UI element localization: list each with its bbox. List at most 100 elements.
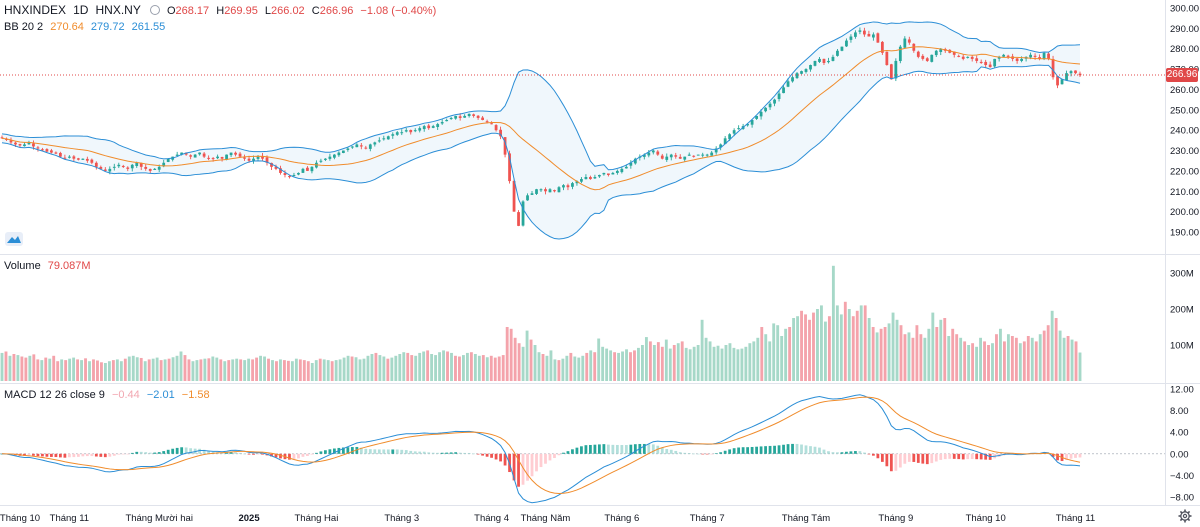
macd-histogram-bar — [669, 449, 673, 454]
candle-body — [831, 56, 835, 61]
macd-histogram-bar — [894, 453, 898, 471]
macd-histogram-bar — [589, 444, 592, 454]
volume-bar — [939, 319, 943, 381]
macd-histogram-bar — [467, 452, 471, 454]
volume-bar — [672, 345, 676, 381]
volume-bar — [235, 358, 239, 381]
candle-body — [894, 60, 898, 79]
macd-histogram-bar — [76, 453, 80, 457]
time-tick-label: Tháng 7 — [690, 513, 725, 524]
macd-histogram-bar — [701, 453, 705, 455]
macd-signal-value: −1.58 — [181, 389, 210, 401]
macd-histogram-bar — [332, 448, 336, 454]
macd-histogram-bar — [153, 452, 157, 454]
interval-label[interactable]: 1D — [73, 3, 89, 17]
volume-bar — [1002, 341, 1006, 381]
candle-body — [485, 121, 489, 123]
candle-body — [710, 152, 714, 156]
macd-pane — [0, 394, 1165, 504]
macd-histogram-bar — [171, 448, 175, 454]
macd-tick-label: 4.00 — [1170, 428, 1189, 439]
candle-body — [157, 166, 161, 170]
candle-body — [1038, 57, 1041, 59]
macd-histogram-bar — [485, 453, 489, 457]
macd-name[interactable]: MACD 12 26 close 9 — [4, 389, 105, 401]
macd-histogram-bar — [813, 446, 817, 454]
volume-bar — [609, 350, 613, 381]
macd-histogram-bar — [139, 451, 143, 454]
volume-bar — [541, 354, 545, 381]
volume-bar — [227, 360, 231, 381]
volume-bar — [1026, 336, 1030, 381]
candle-body — [575, 181, 579, 184]
macd-tick-label: 12.00 — [1170, 385, 1194, 396]
volume-bar — [76, 359, 80, 381]
volume-bar — [621, 351, 624, 381]
candle-body — [822, 58, 826, 63]
macd-histogram-bar — [517, 453, 520, 487]
macd-histogram-bar — [108, 453, 112, 457]
time-tick-label: Tháng 11 — [1056, 513, 1095, 524]
macd-histogram-bar — [395, 449, 399, 454]
volume-bar — [652, 345, 656, 381]
volume-bar — [597, 338, 601, 381]
volume-bar — [314, 360, 318, 381]
candle-body — [517, 212, 520, 226]
candle-body — [692, 155, 696, 157]
volume-name[interactable]: Volume — [4, 260, 41, 272]
macd-histogram-bar — [880, 453, 884, 462]
candle-body — [346, 148, 350, 150]
volume-bar — [764, 334, 768, 381]
settings-gear-icon[interactable] — [1178, 509, 1192, 523]
candle-body — [0, 137, 4, 139]
volume-bar — [736, 349, 740, 381]
volume-bar — [581, 355, 585, 381]
bb-name[interactable]: BB 20 2 — [4, 21, 44, 33]
macd-histogram-bar — [463, 452, 467, 454]
candle-body — [400, 132, 404, 134]
macd-histogram-bar — [499, 453, 502, 462]
logo-icon[interactable] — [5, 232, 23, 246]
macd-histogram-bar — [135, 451, 139, 454]
candle-body — [993, 58, 997, 67]
volume-bar — [247, 358, 251, 381]
volume-bar — [728, 343, 732, 381]
volume-bar — [537, 352, 541, 381]
macd-histogram-bar — [54, 453, 58, 458]
candle-body — [413, 130, 417, 132]
price-tick-label: 200.00 — [1170, 207, 1199, 218]
macd-histogram-bar — [162, 451, 166, 454]
macd-histogram-bar — [521, 453, 525, 485]
macd-histogram-bar — [350, 447, 354, 454]
candle-body — [512, 180, 516, 212]
volume-bar — [40, 360, 44, 381]
candle-body — [368, 144, 372, 149]
volume-bar — [0, 352, 4, 381]
macd-histogram-bar — [867, 453, 871, 455]
volume-bar — [12, 354, 16, 381]
candle-body — [391, 134, 395, 136]
candle-body — [175, 154, 179, 156]
macd-histogram-bar — [845, 451, 848, 454]
candle-body — [934, 50, 938, 56]
macd-histogram-bar — [696, 453, 700, 455]
volume-bar — [995, 334, 998, 381]
candle-body — [350, 146, 354, 148]
candle-body — [431, 126, 435, 128]
candle-body — [952, 51, 956, 55]
volume-bar — [493, 357, 497, 381]
candle-body — [418, 128, 422, 131]
macd-histogram-bar — [687, 453, 691, 454]
macd-histogram-bar — [279, 453, 282, 459]
visibility-toggle-icon[interactable] — [149, 5, 160, 15]
volume-bar — [179, 351, 183, 381]
volume-bar — [891, 312, 895, 381]
macd-histogram-bar — [836, 452, 839, 454]
macd-histogram-bar — [544, 453, 547, 464]
macd-histogram-bar — [575, 447, 579, 454]
macd-legend: MACD 12 26 close 9 −0.44 −2.01 −1.58 — [4, 388, 214, 402]
macd-histogram-bar — [692, 453, 696, 455]
volume-bar — [171, 357, 175, 381]
symbol-name[interactable]: HNXINDEX — [4, 3, 67, 17]
